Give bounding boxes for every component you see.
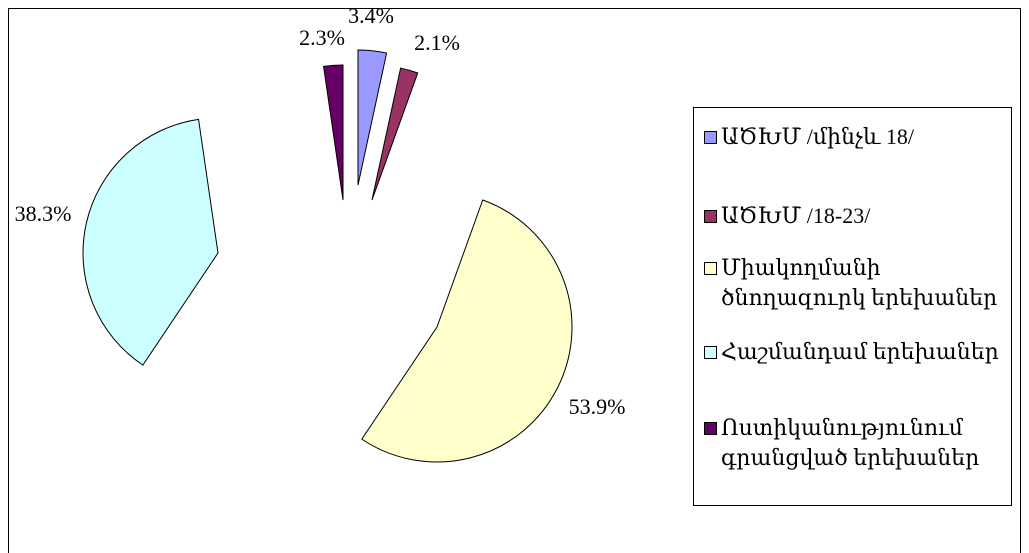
pie-slice xyxy=(371,67,419,201)
data-label: 2.3% xyxy=(299,25,345,50)
legend-label: Միակողմանի ծնողազուրկ երեխաներ xyxy=(721,255,998,310)
legend-item: Միակողմանի ծնողազուրկ երեխաներ xyxy=(704,253,1021,313)
legend-swatch xyxy=(704,346,717,359)
legend-label: Ոստիկանությունում գրանցված երեխաներ xyxy=(721,415,980,470)
legend-label: ԱԾԽՄ /մինչև 18/ xyxy=(721,124,915,149)
data-label: 53.9% xyxy=(569,394,626,419)
legend-item: Ոստիկանությունում գրանցված երեխաներ xyxy=(704,413,1021,473)
legend: ԱԾԽՄ /մինչև 18/ԱԾԽՄ /18-23/Միակողմանի ծն… xyxy=(693,107,1012,506)
data-label: 2.1% xyxy=(414,30,460,55)
data-label: 38.3% xyxy=(15,201,72,226)
legend-item: Հաշմանդամ երեխաներ xyxy=(704,337,1021,367)
legend-swatch xyxy=(704,262,717,275)
legend-label: ԱԾԽՄ /18-23/ xyxy=(721,203,871,228)
legend-swatch xyxy=(704,131,717,144)
pie-slice xyxy=(82,118,219,366)
legend-label: Հաշմանդամ երեխաներ xyxy=(721,339,999,364)
legend-item: ԱԾԽՄ /մինչև 18/ xyxy=(704,122,1021,152)
legend-swatch xyxy=(704,422,717,435)
pie-slice xyxy=(322,64,344,201)
pie-slice xyxy=(357,49,388,186)
data-label: 3.4% xyxy=(348,3,394,28)
chart-frame xyxy=(8,8,1021,553)
legend-swatch xyxy=(704,210,717,223)
legend-item: ԱԾԽՄ /18-23/ xyxy=(704,201,1021,231)
pie-slice xyxy=(361,199,573,463)
